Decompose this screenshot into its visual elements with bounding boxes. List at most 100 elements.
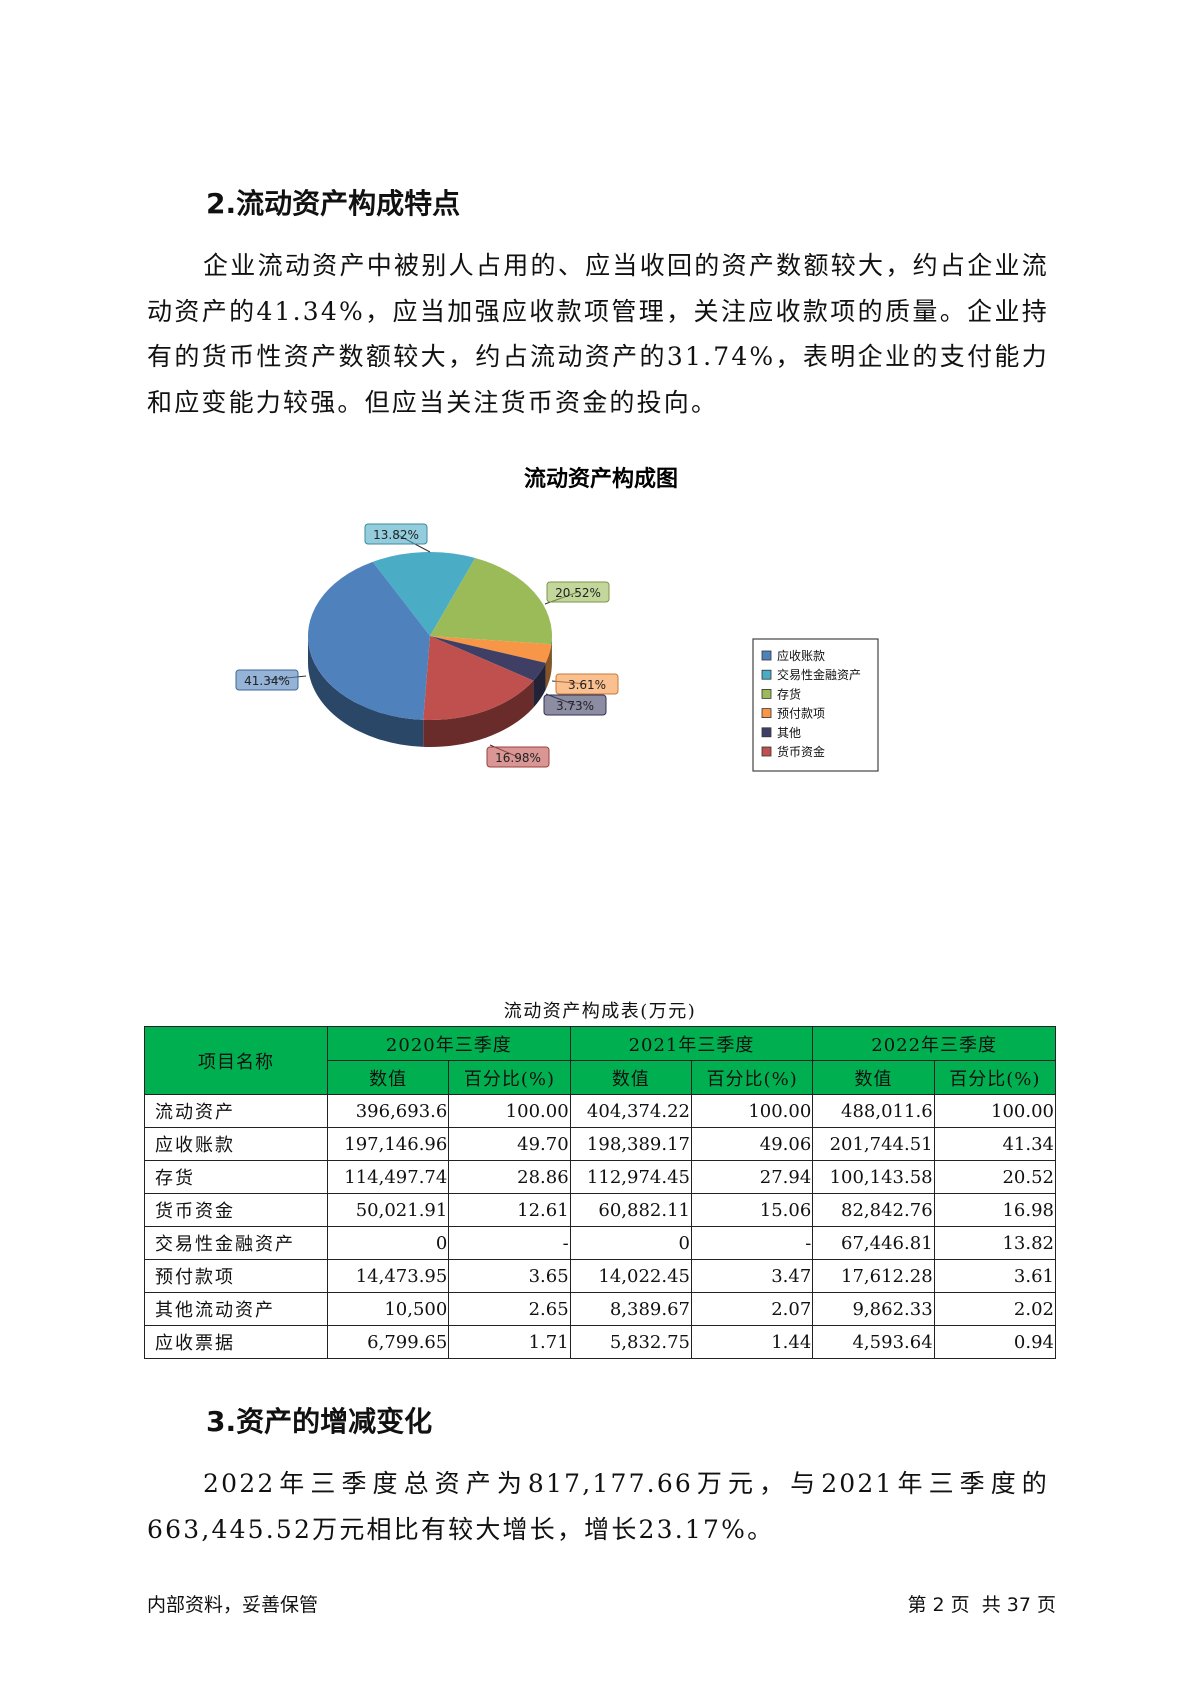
value-cell: 396,693.6	[326, 1094, 450, 1128]
percent-cell: 15.06	[690, 1193, 814, 1227]
row-name: 应收票据	[144, 1325, 328, 1359]
row-name: 货币资金	[144, 1193, 328, 1227]
percent-cell: 1.71	[448, 1325, 571, 1359]
table-row: 交易性金融资产 0-0-67,446.81 13.82	[144, 1226, 1057, 1260]
legend-item: 应收账款	[777, 648, 825, 663]
data-label-box	[555, 673, 619, 695]
pie-slice-side	[423, 680, 534, 747]
header-percent: 百分比(%)	[933, 1060, 1057, 1095]
row-name: 存货	[144, 1160, 328, 1194]
value-cell: 404,374.22	[569, 1094, 692, 1128]
percent-cell: 3.65	[448, 1259, 571, 1293]
percent-cell: 2.02	[933, 1292, 1057, 1326]
value-cell: 67,446.81	[812, 1226, 935, 1260]
value-cell: 5,832.75	[569, 1325, 692, 1359]
header-value: 数值	[569, 1060, 692, 1095]
value-cell: 197,146.96	[326, 1127, 450, 1161]
header-period: 2022年三季度	[812, 1026, 1056, 1061]
legend-swatch	[761, 746, 772, 757]
section-paragraph: 2022年三季度总资产为817,177.66万元，与2021年三季度的663,4…	[147, 1469, 1049, 1544]
percent-cell: 27.94	[690, 1160, 814, 1194]
legend-item: 交易性金融资产	[777, 667, 861, 682]
pie-slice	[423, 636, 534, 720]
legend-box	[752, 638, 879, 772]
value-cell: 201,744.51	[812, 1127, 935, 1161]
legend-swatch	[761, 669, 772, 680]
percent-cell: 49.70	[448, 1127, 571, 1161]
legend-swatch	[761, 689, 772, 699]
value-cell: 0	[569, 1226, 692, 1260]
data-label-box	[235, 669, 299, 691]
percent-cell: 20.52	[933, 1160, 1057, 1194]
data-label: 3.73%	[556, 699, 594, 713]
table-row: 货币资金 50,021.91 12.61 60,882.11 15.06 82,842.7…	[144, 1193, 1057, 1227]
data-label-box	[364, 523, 428, 545]
percent-cell: 16.98	[933, 1193, 1057, 1227]
legend-swatch	[761, 708, 772, 718]
pie-slice-side	[308, 636, 424, 747]
percent-cell: 100.00	[933, 1094, 1057, 1128]
legend-swatch	[761, 650, 772, 661]
percent-cell: -	[690, 1226, 814, 1260]
legend-item: 存货	[777, 686, 801, 701]
table-row: 其他流动资产 10,500 2.65 8,389.67 2.07 9,862.33 2.02	[144, 1292, 1057, 1326]
row-name: 预付款项	[144, 1259, 328, 1293]
table-row: 流动资产 396,693.6 100.00 404,374.22 100.00 488,0…	[144, 1094, 1057, 1128]
percent-cell: 3.47	[690, 1259, 814, 1293]
legend-swatch	[761, 727, 772, 738]
pie-chart: 流动资产构成图 13.82% 20.52% 3.61% 3.73% 16.98% 41.3…	[235, 466, 879, 772]
value-cell: 100,143.58	[812, 1160, 935, 1194]
table-row: 应收票据 6,799.65 1.71 5,832.75 1.44 4,593.64 0.94	[144, 1325, 1057, 1359]
value-cell: 10,500	[326, 1292, 450, 1326]
value-cell: 488,011.6	[812, 1094, 935, 1128]
value-cell: 50,021.91	[326, 1193, 450, 1227]
row-name: 其他流动资产	[144, 1292, 328, 1326]
row-name: 交易性金融资产	[144, 1226, 328, 1260]
pie-slice	[430, 557, 552, 645]
current-assets-table: 项目名称 2020年三季度 2021年三季度 2022年三季度 数值 百分比(%…	[144, 1026, 1057, 1359]
chart-title: 流动资产构成图	[524, 466, 678, 492]
data-label: 41.34%	[244, 674, 290, 688]
value-cell: 4,593.64	[812, 1325, 935, 1359]
section-paragraph: 企业流动资产中被别人占用的、应当收回的资产数额较大，约占企业流动资产的41.34…	[147, 251, 1049, 417]
value-cell: 14,022.45	[569, 1259, 692, 1293]
value-cell: 114,497.74	[326, 1160, 450, 1194]
header-value: 数值	[812, 1060, 935, 1095]
value-cell: 82,842.76	[812, 1193, 935, 1227]
value-cell: 198,389.17	[569, 1127, 692, 1161]
value-cell: 17,612.28	[812, 1259, 935, 1293]
percent-cell: 2.65	[448, 1292, 571, 1326]
value-cell: 9,862.33	[812, 1292, 935, 1326]
percent-cell: 2.07	[690, 1292, 814, 1326]
section-heading: 2.流动资产构成特点	[206, 187, 461, 220]
header-period: 2020年三季度	[327, 1026, 571, 1061]
table-row: 应收账款 197,146.96 49.70 198,389.17 49.06 201,74…	[144, 1127, 1057, 1161]
percent-cell: 12.61	[448, 1193, 571, 1227]
value-cell: 14,473.95	[326, 1259, 450, 1293]
data-label-box	[543, 694, 607, 716]
value-cell: 112,974.45	[569, 1160, 692, 1194]
percent-cell: 13.82	[933, 1226, 1057, 1260]
percent-cell: 41.34	[933, 1127, 1057, 1161]
footer-confidential: 内部资料，妥善保管	[147, 1594, 319, 1616]
header-period: 2021年三季度	[569, 1026, 814, 1061]
value-cell: 8,389.67	[569, 1292, 692, 1326]
data-label-box	[546, 581, 610, 603]
data-label: 13.82%	[373, 528, 419, 542]
header-value: 数值	[326, 1060, 450, 1095]
pie-slice	[430, 636, 546, 681]
header-percent: 百分比(%)	[690, 1060, 814, 1095]
percent-cell: 100.00	[448, 1094, 571, 1128]
data-label: 20.52%	[555, 586, 601, 600]
table-row: 预付款项 14,473.95 3.65 14,022.45 3.47 17,612.28 3…	[144, 1259, 1057, 1293]
value-cell: 0	[326, 1226, 450, 1260]
percent-cell: 3.61	[933, 1259, 1057, 1293]
pie-slice	[372, 551, 476, 636]
legend-item: 预付款项	[777, 707, 825, 721]
row-name: 流动资产	[144, 1094, 328, 1128]
data-label: 16.98%	[495, 751, 541, 765]
percent-cell: 49.06	[690, 1127, 814, 1161]
pie-slice-side	[533, 662, 546, 708]
pie-slice	[430, 636, 552, 663]
